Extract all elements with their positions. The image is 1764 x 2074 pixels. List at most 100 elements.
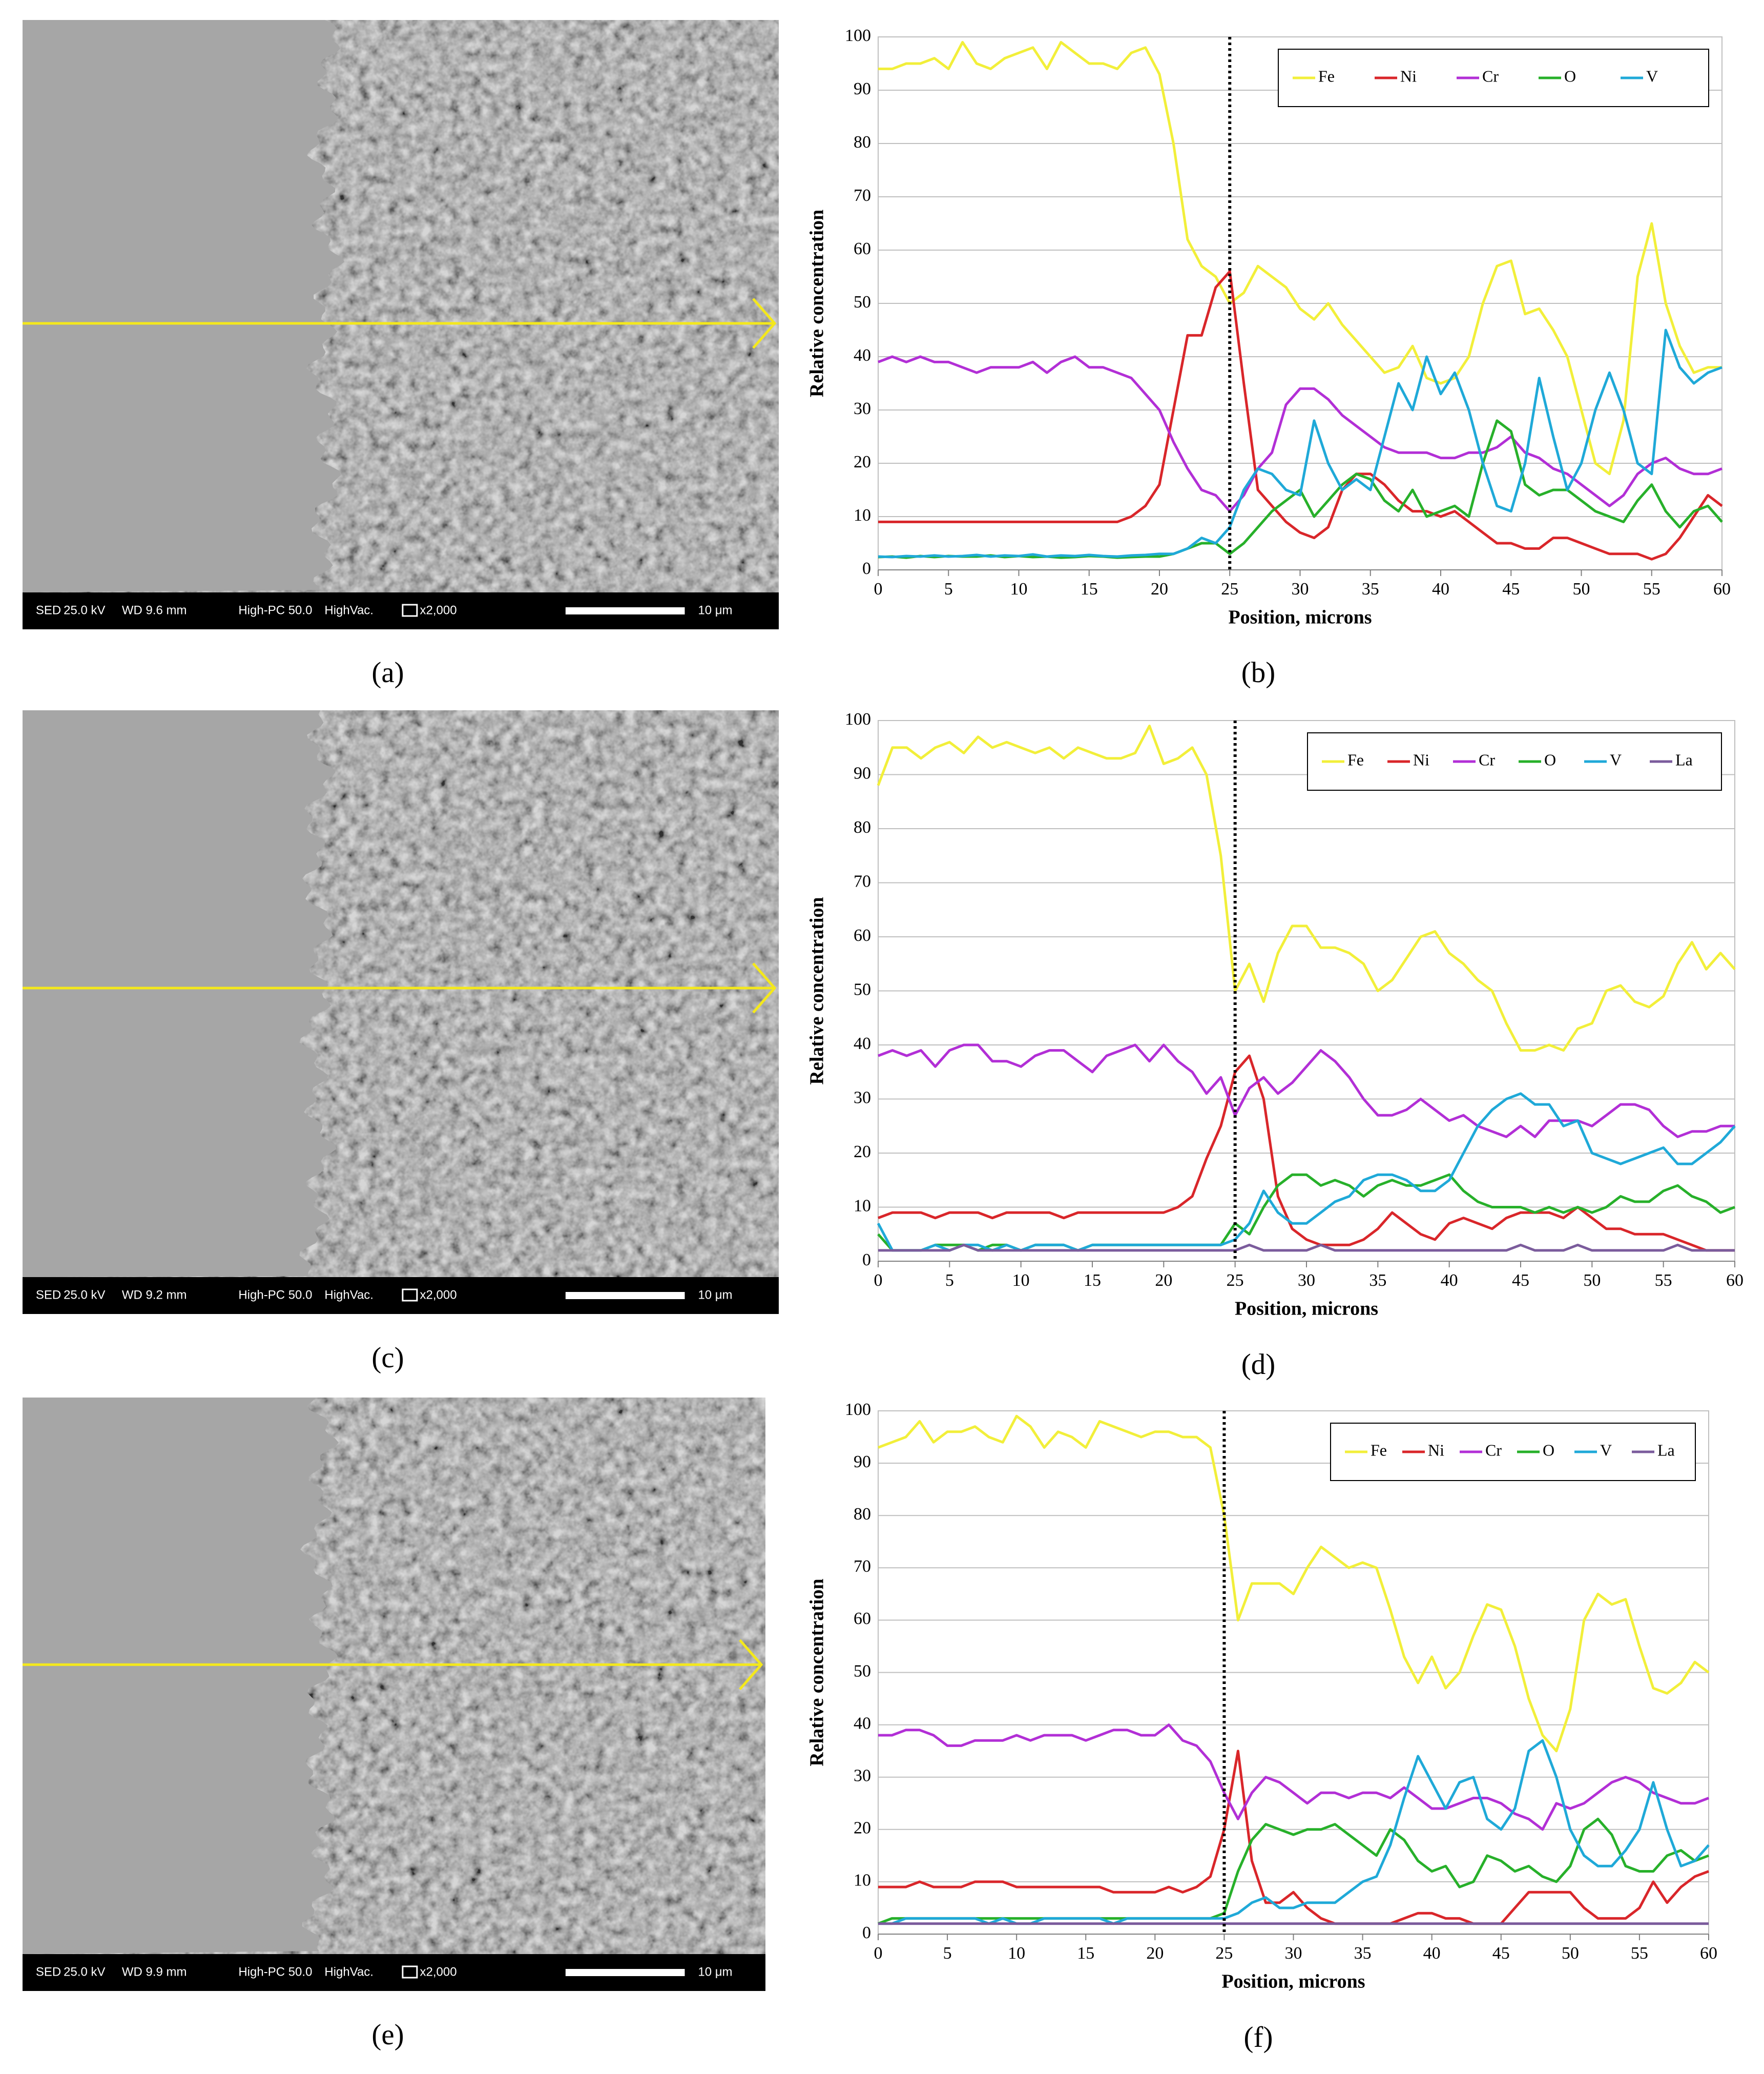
x-tick-label: 10 <box>1012 1271 1030 1290</box>
x-tick-label: 5 <box>943 1944 952 1963</box>
legend-label: V <box>1646 67 1658 85</box>
scale-bar <box>565 1969 685 1976</box>
panel-label: (c) <box>371 1342 404 1374</box>
x-tick-label: 10 <box>1010 580 1028 599</box>
legend-label: Fe <box>1347 750 1364 769</box>
y-tick-label: 90 <box>854 1452 871 1471</box>
legend-label: Ni <box>1413 750 1429 769</box>
series-line <box>878 1723 1709 1831</box>
series-line <box>877 725 1736 1052</box>
legend-label: O <box>1564 67 1576 85</box>
x-tick-label: 60 <box>1713 580 1731 599</box>
sem-metal <box>23 1398 339 1954</box>
x-tick-label: 50 <box>1583 1271 1601 1290</box>
series-line <box>878 40 1722 476</box>
info-text: SED <box>36 1965 61 1979</box>
info-text: 25.0 kV <box>64 1288 105 1302</box>
x-axis-title: Position, microns <box>1228 607 1372 628</box>
legend-label: V <box>1600 1441 1612 1459</box>
y-tick-label: 50 <box>854 293 871 312</box>
series-line <box>878 1054 1735 1252</box>
y-tick-label: 0 <box>862 1250 871 1269</box>
y-axis-title: Relative concentration <box>806 1578 828 1766</box>
y-tick-label: 70 <box>854 1557 871 1576</box>
x-tick-label: 35 <box>1362 580 1379 599</box>
x-tick-label: 45 <box>1502 580 1520 599</box>
x-tick-label: 30 <box>1285 1944 1302 1963</box>
x-tick-label: 0 <box>874 1271 883 1290</box>
y-axis-title: Relative concentration <box>806 897 828 1084</box>
x-tick-label: 35 <box>1354 1944 1372 1963</box>
info-text: 10 μm <box>698 1965 732 1979</box>
legend-label: Fe <box>1318 67 1335 85</box>
y-tick-label: 40 <box>854 1714 871 1733</box>
info-text: 25.0 kV <box>64 603 105 617</box>
x-tick-label: 30 <box>1298 1271 1315 1290</box>
x-tick-label: 25 <box>1227 1271 1244 1290</box>
x-tick-label: 5 <box>945 1271 954 1290</box>
y-tick-label: 100 <box>845 710 871 729</box>
info-text: High-PC 50.0 <box>238 603 312 617</box>
chart: 0 10 20 30 40 50 60 70 80 90 100 0 5 10 15 20 25 30 35 40 45… <box>806 710 1744 1320</box>
series-line <box>878 328 1723 559</box>
y-tick-label: 80 <box>854 1505 871 1524</box>
info-text: SED <box>36 603 61 617</box>
sem-image: SED 25.0 kV WD 9.6 mm High-PC 50.0 HighVac. x… <box>23 20 779 629</box>
y-tick-label: 40 <box>854 1034 871 1053</box>
info-text: SED <box>36 1288 61 1302</box>
x-tick-label: 55 <box>1631 1944 1648 1963</box>
y-tick-label: 50 <box>854 1661 871 1680</box>
info-text: HighVac. <box>324 1288 373 1302</box>
x-tick-label: 15 <box>1084 1271 1101 1290</box>
scan-arrow <box>739 1639 763 1690</box>
panel-label: (b) <box>1241 656 1275 689</box>
y-tick-label: 20 <box>854 1819 871 1838</box>
x-tick-label: 5 <box>944 580 953 599</box>
info-text: 10 μm <box>698 603 732 617</box>
info-text: 10 μm <box>698 1288 732 1302</box>
x-tick-label: 45 <box>1512 1271 1529 1290</box>
camera-icon <box>402 1288 418 1302</box>
scale-bar <box>565 1292 685 1299</box>
y-tick-label: 40 <box>854 346 871 365</box>
y-tick-label: 30 <box>854 399 871 418</box>
y-axis-title: Relative concentration <box>806 210 828 397</box>
legend-label: O <box>1543 1441 1554 1459</box>
y-tick-label: 70 <box>854 872 871 891</box>
panel-label: (f) <box>1244 2021 1273 2054</box>
series-line <box>878 1750 1709 1925</box>
chart: 0 10 20 30 40 50 60 70 80 90 100 0 5 10 15 20 25 30 35 40 45… <box>806 26 1731 628</box>
x-tick-label: 55 <box>1643 580 1661 599</box>
sem-metal <box>23 20 344 592</box>
x-tick-label: 40 <box>1423 1944 1441 1963</box>
x-tick-label: 30 <box>1292 580 1309 599</box>
x-tick-label: 25 <box>1215 1944 1233 1963</box>
x-tick-label: 60 <box>1726 1271 1744 1290</box>
x-tick-label: 25 <box>1221 580 1238 599</box>
y-tick-label: 10 <box>854 506 871 525</box>
info-text: x2,000 <box>420 1965 457 1979</box>
x-tick-label: 20 <box>1151 580 1168 599</box>
y-tick-label: 90 <box>854 764 871 783</box>
x-tick-label: 55 <box>1655 1271 1672 1290</box>
y-tick-label: 60 <box>854 239 871 258</box>
y-tick-label: 20 <box>854 453 871 471</box>
y-tick-label: 60 <box>854 926 871 945</box>
scan-arrow <box>752 962 777 1014</box>
info-text: High-PC 50.0 <box>238 1288 312 1302</box>
x-tick-label: 40 <box>1432 580 1449 599</box>
legend-label: La <box>1657 1441 1675 1459</box>
y-tick-label: 50 <box>854 980 871 999</box>
series-line <box>878 270 1723 561</box>
legend-label: O <box>1544 750 1556 769</box>
legend-label: Cr <box>1485 1441 1502 1459</box>
x-axis-title: Position, microns <box>1235 1298 1378 1320</box>
y-tick-label: 90 <box>854 79 871 98</box>
panel-label: (e) <box>371 2019 404 2051</box>
info-text: HighVac. <box>324 603 373 617</box>
y-tick-label: 20 <box>854 1142 871 1161</box>
info-text: WD 9.2 mm <box>122 1288 187 1302</box>
series-line <box>878 1414 1710 1753</box>
legend-label: Cr <box>1479 750 1495 769</box>
